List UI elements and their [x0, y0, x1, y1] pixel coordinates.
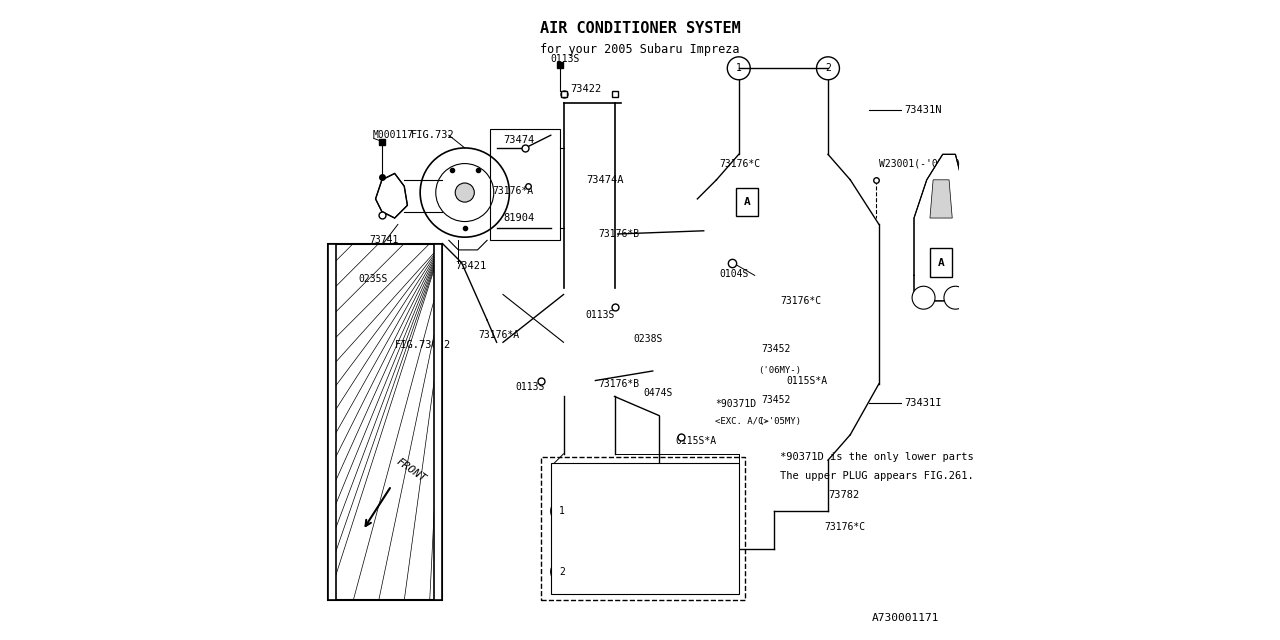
Text: 73741: 73741 [369, 236, 398, 245]
Bar [328, 244, 337, 600]
Text: 2: 2 [826, 63, 831, 74]
Bar [434, 244, 443, 600]
Circle shape [943, 286, 966, 309]
Text: A730001171: A730001171 [872, 612, 940, 623]
Circle shape [456, 183, 475, 202]
Text: 1: 1 [736, 63, 741, 74]
Text: The upper PLUG appears FIG.261.: The upper PLUG appears FIG.261. [781, 471, 974, 481]
Text: 0113S: 0113S [586, 310, 616, 320]
Text: 73176*B: 73176*B [599, 379, 640, 388]
Text: 0238S: 0238S [634, 334, 663, 344]
Text: 73482*B(FOR.ALL)(-'04MY): 73482*B(FOR.ALL)(-'04MY) [561, 478, 690, 487]
Text: 2: 2 [559, 566, 566, 577]
Bar [490, 129, 561, 241]
Text: 73176*B: 73176*B [599, 229, 640, 239]
Bar [736, 188, 758, 216]
Text: 0235S: 0235S [358, 273, 388, 284]
Text: 73176*C: 73176*C [781, 296, 822, 306]
Text: <EXC. A/C>: <EXC. A/C> [716, 416, 769, 425]
Polygon shape [375, 173, 407, 218]
Text: FRONT: FRONT [394, 456, 428, 484]
Text: 81904: 81904 [503, 213, 534, 223]
Text: 73176*A: 73176*A [493, 186, 534, 196]
Polygon shape [931, 180, 952, 218]
Text: W205112 (EXC.STI)('05MY-): W205112 (EXC.STI)('05MY-) [580, 516, 714, 525]
Text: 73474: 73474 [503, 135, 534, 145]
Text: 73421: 73421 [456, 261, 486, 271]
Text: A: A [937, 258, 945, 268]
Text: A: A [744, 197, 750, 207]
Text: 73431I: 73431I [905, 398, 942, 408]
Text: for your 2005 Subaru Impreza: for your 2005 Subaru Impreza [540, 43, 740, 56]
Text: 73452: 73452 [762, 344, 791, 354]
Text: 73176*C: 73176*C [824, 522, 865, 532]
Text: M000117: M000117 [372, 130, 413, 140]
Bar [550, 463, 739, 594]
Text: 73474A: 73474A [586, 175, 623, 185]
Text: 1: 1 [559, 506, 566, 516]
Text: 0113S: 0113S [550, 54, 580, 64]
Text: 73422: 73422 [570, 84, 602, 94]
Text: W23001(-'02MY): W23001(-'02MY) [879, 159, 961, 169]
Text: 73782  (FOR.STI): 73782 (FOR.STI) [580, 554, 666, 563]
Text: *90371D is the only lower parts: *90371D is the only lower parts [781, 452, 974, 462]
Text: 73452: 73452 [762, 395, 791, 404]
Text: 0115S*A: 0115S*A [675, 436, 717, 446]
Text: 73782  (FOR.ALL)(-'04MY): 73782 (FOR.ALL)(-'04MY) [561, 535, 690, 545]
Circle shape [913, 286, 934, 309]
Text: FIG.732: FIG.732 [411, 130, 454, 140]
Text: W205112(EXC.STI)('05MY-): W205112(EXC.STI)('05MY-) [580, 570, 708, 579]
Bar [541, 457, 745, 600]
Text: ('06MY-): ('06MY-) [758, 367, 801, 376]
Text: 73782: 73782 [828, 490, 859, 500]
Text: 0474S: 0474S [643, 388, 672, 398]
Bar [929, 248, 952, 277]
Text: *90371D: *90371D [716, 399, 756, 409]
Text: 0113S: 0113S [516, 382, 545, 392]
Text: 73176*C: 73176*C [719, 159, 760, 169]
Text: 73482*B(FOR.STI): 73482*B(FOR.STI) [580, 500, 666, 509]
Polygon shape [914, 154, 965, 301]
Text: 73431N: 73431N [905, 105, 942, 115]
Text: (-'05MY): (-'05MY) [758, 417, 801, 426]
Text: FIG.730-2: FIG.730-2 [394, 340, 451, 351]
Text: 0104S: 0104S [719, 269, 749, 279]
Text: 0115S*A: 0115S*A [787, 376, 828, 385]
Bar [328, 244, 443, 600]
Text: AIR CONDITIONER SYSTEM: AIR CONDITIONER SYSTEM [540, 20, 740, 35]
Text: 73176*A: 73176*A [479, 330, 520, 340]
